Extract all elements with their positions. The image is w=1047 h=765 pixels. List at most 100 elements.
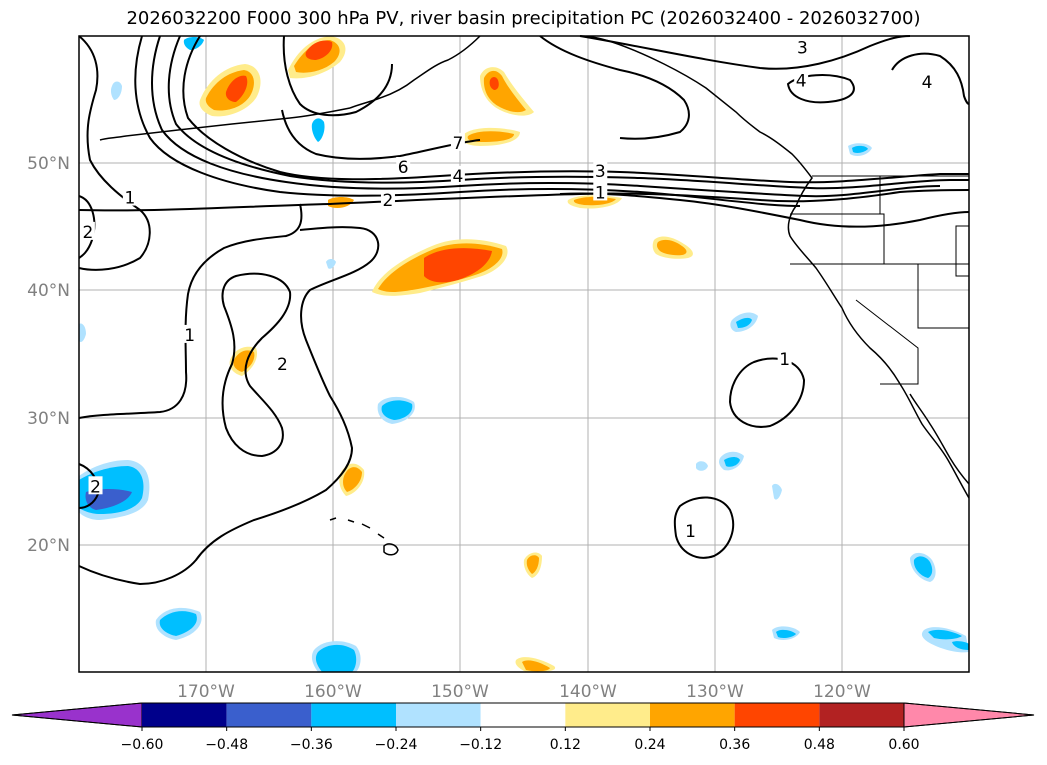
contour-label-bg <box>380 190 395 209</box>
pv-contour-1 <box>728 357 806 428</box>
lat-tick-label: 50°N <box>27 154 70 174</box>
precip-negative-patch <box>110 81 122 100</box>
contour-label-bg <box>683 520 698 539</box>
pv-contour-1 <box>78 35 151 271</box>
colorbar-segment <box>480 703 566 727</box>
precip-negative-patch <box>736 317 752 328</box>
pv-contour-1 <box>559 192 970 228</box>
precip-positive-patch <box>526 555 539 574</box>
colorbar: −0.60 −0.48 −0.36 −0.24 −0.12 0.12 0.24 0.36 0.4… <box>11 702 1035 753</box>
precip-negative-patch <box>696 461 708 471</box>
pv-contour-7 <box>282 35 393 117</box>
map-frame <box>78 35 970 673</box>
precip-positive-patch <box>328 197 354 208</box>
gridlines <box>79 36 969 672</box>
contour-label-bg <box>80 221 95 240</box>
pv-contours <box>78 35 970 586</box>
colorbar-segment <box>650 703 735 727</box>
contour-label-bg <box>450 165 465 184</box>
contour-label-bg <box>593 160 608 179</box>
precip-negative-patch <box>381 400 413 420</box>
pv-contour-4 <box>167 35 969 190</box>
colorbar-segments <box>11 702 1035 728</box>
pv-contour-3 <box>182 35 969 184</box>
contour-label: 1 <box>685 522 696 542</box>
contour-label-bg <box>593 182 608 201</box>
precip-negative-patch <box>852 145 868 153</box>
contour-label-bg <box>182 324 197 343</box>
precip-negative-patch <box>772 483 782 500</box>
precip-negative-patch <box>326 259 336 269</box>
contour-label-bg <box>396 157 411 176</box>
contour-label-bg <box>777 349 792 368</box>
pv-contour-1 <box>78 226 380 586</box>
lat-tick-label: 40°N <box>27 281 70 301</box>
contour-label-bg <box>920 71 935 90</box>
contour-label: 3 <box>797 38 808 58</box>
precip-negative-patch <box>315 644 357 672</box>
pv-contour-3 <box>579 35 911 70</box>
contour-label: 1 <box>595 183 606 203</box>
longitude-axis: 170°W 160°W 150°W 140°W 130°W 120°W <box>177 682 871 702</box>
colorbar-segment <box>396 703 481 727</box>
colorbar-tick-label: 0.60 <box>888 737 919 753</box>
contour-label-bg <box>88 476 103 495</box>
colorbar-tick-label: 0.24 <box>634 737 665 753</box>
lon-tick-label: 150°W <box>431 682 489 702</box>
contour-label-bg <box>122 187 137 206</box>
colorbar-tick-label: −0.24 <box>375 737 418 753</box>
latitude-axis: 50°N 40°N 30°N 20°N <box>27 154 70 556</box>
lon-tick-label: 130°W <box>686 682 744 702</box>
contour-label: 4 <box>922 73 933 93</box>
pv-contour-4 <box>786 74 855 104</box>
pv-contour-6 <box>151 35 941 198</box>
lat-tick-label: 30°N <box>27 409 70 429</box>
precip-negative-patch <box>183 37 204 50</box>
contour-label: 1 <box>779 350 790 370</box>
pv-contour-1 <box>673 496 735 559</box>
colorbar-extend-max <box>903 702 1035 728</box>
lon-tick-label: 170°W <box>177 682 235 702</box>
contour-label: 1 <box>184 326 195 346</box>
pv-contour-3 <box>539 35 690 140</box>
colorbar-segment <box>819 703 904 727</box>
alaska-coastline <box>349 35 481 109</box>
precip-positive-patch <box>522 660 550 672</box>
lon-tick-label: 140°W <box>559 682 617 702</box>
precip-negative-patch <box>776 629 796 638</box>
contour-label-bg <box>275 354 290 373</box>
pv-contour-7 <box>281 109 481 160</box>
baja-peninsula-coastline <box>909 393 970 485</box>
precip-positive-patch <box>305 40 333 60</box>
contour-label: 2 <box>277 355 288 375</box>
pv-contour-2 <box>221 272 292 458</box>
precip-negative-patch <box>159 611 197 636</box>
contour-label: 2 <box>90 477 101 497</box>
colorbar-tick-label: −0.12 <box>459 737 502 753</box>
hawaii-islands <box>329 517 399 556</box>
contour-label: 2 <box>82 223 93 243</box>
contour-label-bg <box>450 132 465 151</box>
precip-negative-patch <box>913 556 933 578</box>
precip-positive-patch <box>225 75 248 102</box>
contour-label: 6 <box>398 158 409 178</box>
precip-positive-patch <box>489 77 499 90</box>
lon-tick-label: 160°W <box>304 682 362 702</box>
colorbar-tick-label: 0.36 <box>719 737 750 753</box>
precip-positive-patch <box>656 239 687 256</box>
colorbar-extend-min <box>11 702 143 728</box>
pv-contour-4 <box>891 52 970 105</box>
colorbar-tick-label: −0.36 <box>290 737 333 753</box>
colorbar-tick-label: 0.48 <box>804 737 835 753</box>
precip-negative-patch <box>79 323 86 342</box>
precip-positive-patch <box>424 248 492 283</box>
colorbar-segment <box>565 703 650 727</box>
colorbar-labels: −0.60 −0.48 −0.36 −0.24 −0.12 0.12 0.24 0.36 0.4… <box>121 727 920 753</box>
precip-anomaly-fills <box>79 36 969 672</box>
pv-contour-1 <box>78 203 303 419</box>
colorbar-segment <box>311 703 396 727</box>
lat-tick-label: 20°N <box>27 536 70 556</box>
precip-negative-patch <box>928 629 962 640</box>
precip-negative-patch <box>952 641 969 650</box>
